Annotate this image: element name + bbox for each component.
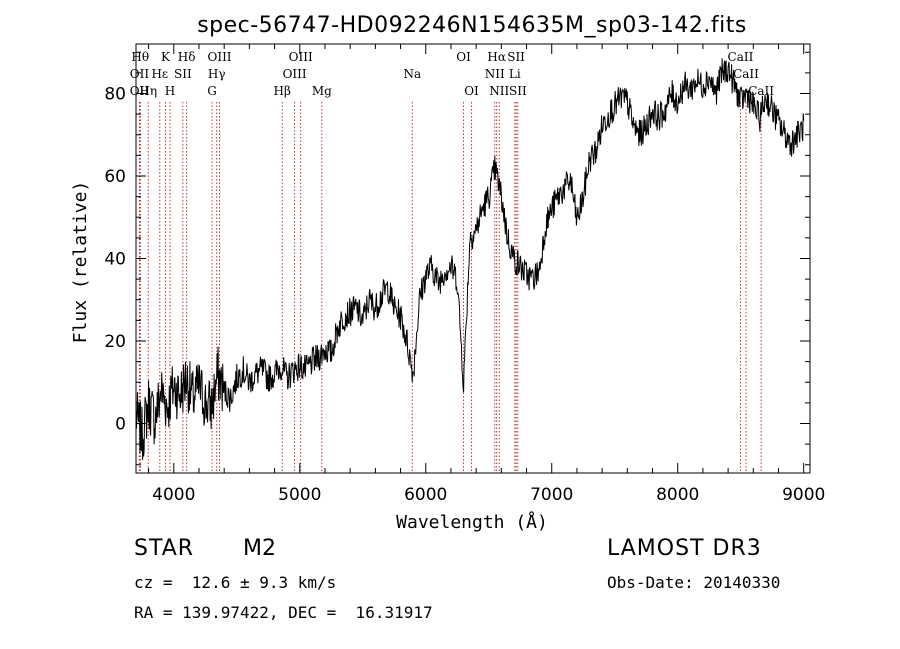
x-tick-label: 6000 <box>404 485 447 505</box>
line-label: SII <box>507 50 525 64</box>
y-tick-label: 40 <box>104 250 126 270</box>
line-label: OI <box>464 84 479 98</box>
line-label: Na <box>403 67 421 81</box>
x-axis-ticks: 4000 5000 6000 7000 8000 9000 <box>148 44 825 505</box>
line-label: NII <box>489 84 509 98</box>
survey-name: LAMOST DR3 <box>607 536 762 561</box>
spectrum-line <box>135 58 805 461</box>
x-tick-label: 4000 <box>152 485 195 505</box>
object-subclass: M2 <box>243 536 276 561</box>
x-tick-label: 8000 <box>656 485 699 505</box>
x-tick-label: 7000 <box>530 485 573 505</box>
redshift-text: cz = 12.6 ± 9.3 km/s <box>134 573 337 592</box>
y-axis-label: Flux (relative) <box>70 181 91 344</box>
line-label: CaII <box>733 67 759 81</box>
emission-line-markers <box>138 102 762 473</box>
y-tick-label: 20 <box>104 332 126 352</box>
line-label: Hη <box>139 84 157 98</box>
line-label: OII <box>130 67 150 81</box>
chart-title: spec-56747-HD092246N154635M_sp03-142.fit… <box>197 13 747 38</box>
line-label: Hδ <box>178 50 196 64</box>
x-axis-label: Wavelength (Å) <box>396 511 548 533</box>
line-label: OIII <box>283 67 307 81</box>
line-label: G <box>207 84 217 98</box>
plot-frame <box>135 43 811 474</box>
object-type: STAR <box>134 536 195 561</box>
line-label: CaII <box>728 50 754 64</box>
x-tick-label: 9000 <box>782 485 825 505</box>
line-label: Mg <box>312 84 332 98</box>
y-tick-label: 0 <box>115 415 126 435</box>
line-label: Li <box>509 67 521 81</box>
line-label: Hα <box>487 50 506 64</box>
line-label: OI <box>456 50 471 64</box>
line-label: Hγ <box>208 67 226 81</box>
line-label: SII <box>509 84 527 98</box>
y-axis-ticks: 0 20 40 60 80 <box>104 51 810 466</box>
line-label: CaII <box>748 84 774 98</box>
emission-line-labels: HθOIIOIIHηHεKHSIIHδGHγOIIIHβOIIIOIIIMgNa… <box>130 50 775 98</box>
y-tick-label: 60 <box>104 167 126 187</box>
x-tick-label: 5000 <box>278 485 321 505</box>
line-label: NII <box>485 67 505 81</box>
line-label: OII <box>130 84 150 98</box>
line-label: Hε <box>151 67 168 81</box>
line-label: OIII <box>207 50 231 64</box>
y-tick-label: 80 <box>104 85 126 105</box>
line-label: OIII <box>289 50 313 64</box>
observation-date: Obs-Date: 20140330 <box>607 573 781 592</box>
line-label: SII <box>174 67 192 81</box>
coordinates-text: RA = 139.97422, DEC = 16.31917 <box>134 603 433 622</box>
line-label: Hβ <box>274 84 291 98</box>
line-label: H <box>165 84 175 98</box>
line-label: K <box>161 50 171 64</box>
